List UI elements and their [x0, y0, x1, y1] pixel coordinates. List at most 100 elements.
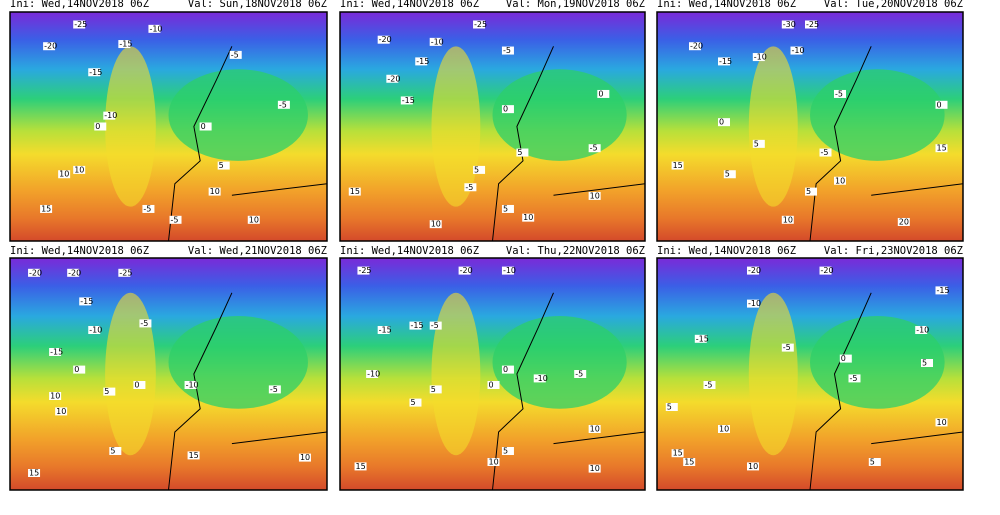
contour-label: -20	[748, 266, 761, 275]
contour-label: 20	[899, 217, 909, 226]
valid-time: Val: Wed,21NOV2018 06Z	[188, 245, 327, 257]
contour-label: 10	[50, 392, 60, 401]
contour-label: -20	[690, 42, 703, 51]
label-box	[49, 348, 62, 356]
contour-label: -5	[171, 215, 179, 224]
contour-label: 10	[431, 220, 441, 229]
contour-label: 10	[523, 213, 533, 222]
label-box	[28, 268, 41, 277]
label-box	[142, 204, 155, 213]
label-box	[184, 381, 197, 389]
label-box	[429, 321, 442, 330]
contour-label: -25	[474, 20, 487, 29]
label-box	[473, 165, 486, 174]
contour-label: -15	[719, 57, 732, 66]
contour-label: 10	[56, 407, 66, 416]
label-box	[88, 68, 101, 77]
label-box	[247, 215, 260, 224]
contour-label: 0	[841, 354, 846, 363]
contour-label: 5	[104, 387, 109, 396]
contour-label: 0	[937, 100, 942, 109]
warm-tongue	[748, 46, 798, 207]
contour-label: -30	[783, 20, 796, 29]
label-box	[103, 387, 116, 396]
map-frame	[9, 257, 328, 491]
label-box	[199, 122, 212, 131]
label-box	[73, 165, 86, 174]
label-box	[834, 89, 846, 98]
label-box	[501, 204, 514, 213]
label-box	[689, 42, 701, 51]
label-box	[671, 161, 684, 170]
contour-label: 15	[673, 161, 683, 170]
contour-label: -20	[821, 266, 834, 275]
contour-label: 15	[350, 187, 360, 196]
cold-region	[492, 69, 627, 161]
label-box	[588, 464, 601, 473]
contour-label: 10	[748, 462, 758, 471]
label-box	[935, 418, 948, 427]
contour-label: 0	[201, 122, 206, 131]
label-box	[40, 204, 53, 213]
label-box	[935, 100, 948, 109]
coastline	[492, 292, 646, 491]
contour-label: 15	[937, 144, 947, 153]
label-box	[487, 381, 500, 389]
label-box	[217, 161, 230, 170]
label-box	[588, 191, 601, 200]
contour-label: -10	[754, 53, 767, 62]
contour-label: -15	[696, 334, 709, 343]
label-box	[73, 20, 86, 29]
label-box	[588, 144, 601, 153]
label-box	[409, 398, 422, 407]
label-box	[386, 74, 399, 83]
label-box	[533, 374, 546, 383]
label-box	[752, 139, 765, 148]
label-box	[747, 299, 759, 308]
contour-label: 0	[95, 122, 100, 131]
contour-label: 15	[29, 469, 39, 478]
label-box	[781, 215, 794, 224]
contour-label: -5	[231, 50, 239, 59]
contour-label: -5	[279, 100, 287, 109]
label-box	[277, 100, 290, 109]
contour-label: 10	[835, 176, 845, 185]
contour-label: 5	[754, 139, 759, 148]
coastline	[492, 46, 646, 242]
valid-time: Val: Sun,18NOV2018 06Z	[188, 0, 327, 10]
label-box	[790, 46, 803, 55]
map-panel: Ini: Wed,14NOV2018 06Z Val: Sun,18NOV2018…	[9, 0, 328, 242]
contour-label: 0	[134, 381, 139, 390]
contour-label: -5	[835, 89, 843, 98]
contour-label: -10	[431, 37, 444, 46]
label-box	[897, 217, 910, 226]
label-box	[377, 35, 390, 44]
label-box	[501, 266, 514, 275]
label-box	[118, 268, 131, 277]
label-box	[819, 266, 832, 275]
label-box	[109, 447, 122, 455]
contour-label: -5	[140, 319, 148, 328]
label-box	[915, 326, 928, 334]
contour-label: 10	[59, 170, 69, 179]
contour-label: -10	[186, 381, 199, 390]
label-box	[752, 53, 765, 62]
label-box	[49, 392, 62, 400]
init-time: Ini: Wed,14NOV2018 06Z	[657, 245, 796, 257]
label-box	[139, 319, 152, 328]
coastline	[168, 46, 328, 242]
contour-label: 5	[410, 398, 415, 407]
coastline	[168, 292, 328, 491]
contour-label: -15	[416, 57, 429, 66]
contour-label: -15	[50, 348, 63, 357]
contour-label: 10	[249, 215, 259, 224]
label-box	[58, 170, 71, 179]
label-box	[464, 183, 477, 192]
contour-label: 5	[110, 447, 115, 456]
label-box	[805, 187, 817, 196]
contour-label: 15	[684, 458, 694, 467]
contour-label: 10	[783, 215, 793, 224]
label-box	[781, 343, 794, 352]
map-panel: Ini: Wed,14NOV2018 06Z Val: Mon,19NOV2018…	[339, 0, 646, 242]
